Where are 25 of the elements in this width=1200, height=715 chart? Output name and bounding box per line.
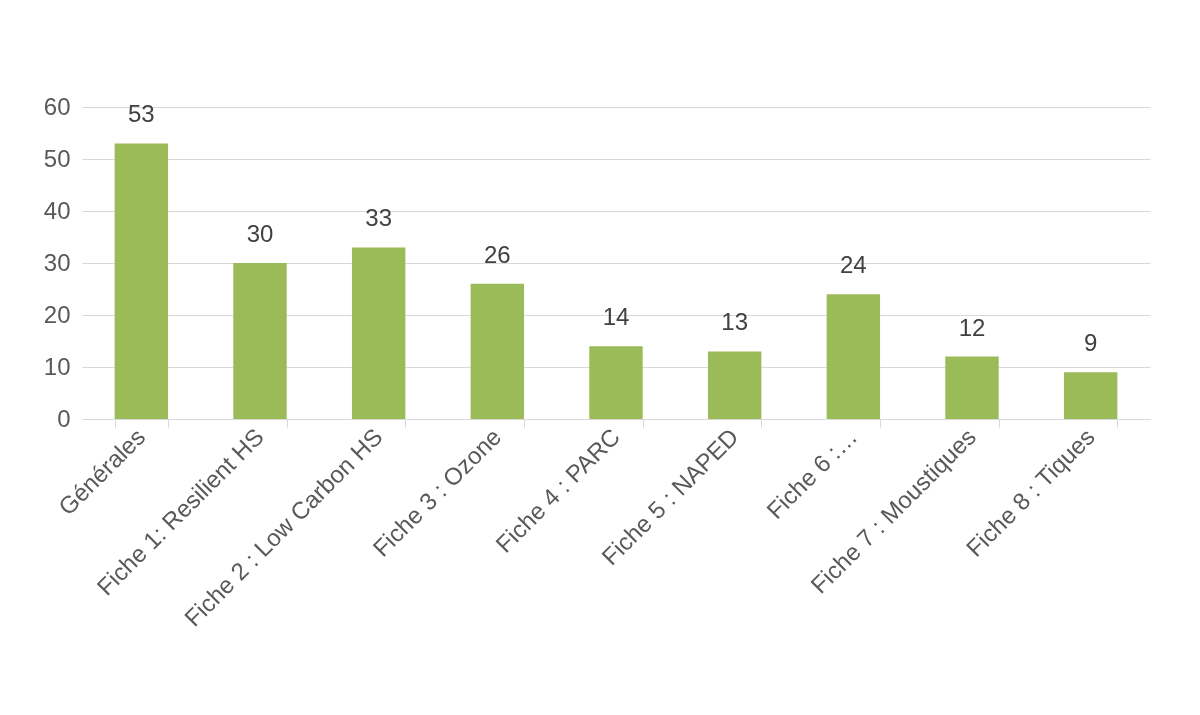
y-tick-label: 20 bbox=[43, 300, 71, 328]
bar bbox=[114, 143, 169, 419]
y-tick-label: 0 bbox=[57, 404, 71, 432]
data-label: 13 bbox=[721, 308, 749, 336]
data-label: 53 bbox=[127, 100, 155, 128]
bar bbox=[233, 263, 287, 419]
bar bbox=[470, 283, 525, 419]
data-label: 12 bbox=[958, 313, 986, 341]
bar bbox=[1063, 372, 1118, 419]
y-tick-label: 60 bbox=[43, 92, 71, 120]
bar bbox=[351, 247, 406, 419]
data-label: 30 bbox=[246, 220, 274, 247]
data-label: 14 bbox=[602, 303, 630, 331]
bar bbox=[589, 346, 643, 419]
data-label: 26 bbox=[483, 240, 511, 268]
bar bbox=[826, 294, 881, 419]
data-label: 33 bbox=[365, 204, 393, 232]
data-label: 24 bbox=[839, 251, 867, 279]
y-tick-label: 50 bbox=[43, 144, 71, 172]
y-tick-label: 40 bbox=[43, 196, 71, 224]
bar bbox=[945, 356, 999, 419]
y-tick-label: 30 bbox=[43, 248, 71, 276]
data-label: 9 bbox=[1083, 329, 1098, 357]
bar bbox=[707, 351, 762, 419]
y-tick-label: 10 bbox=[43, 352, 71, 380]
